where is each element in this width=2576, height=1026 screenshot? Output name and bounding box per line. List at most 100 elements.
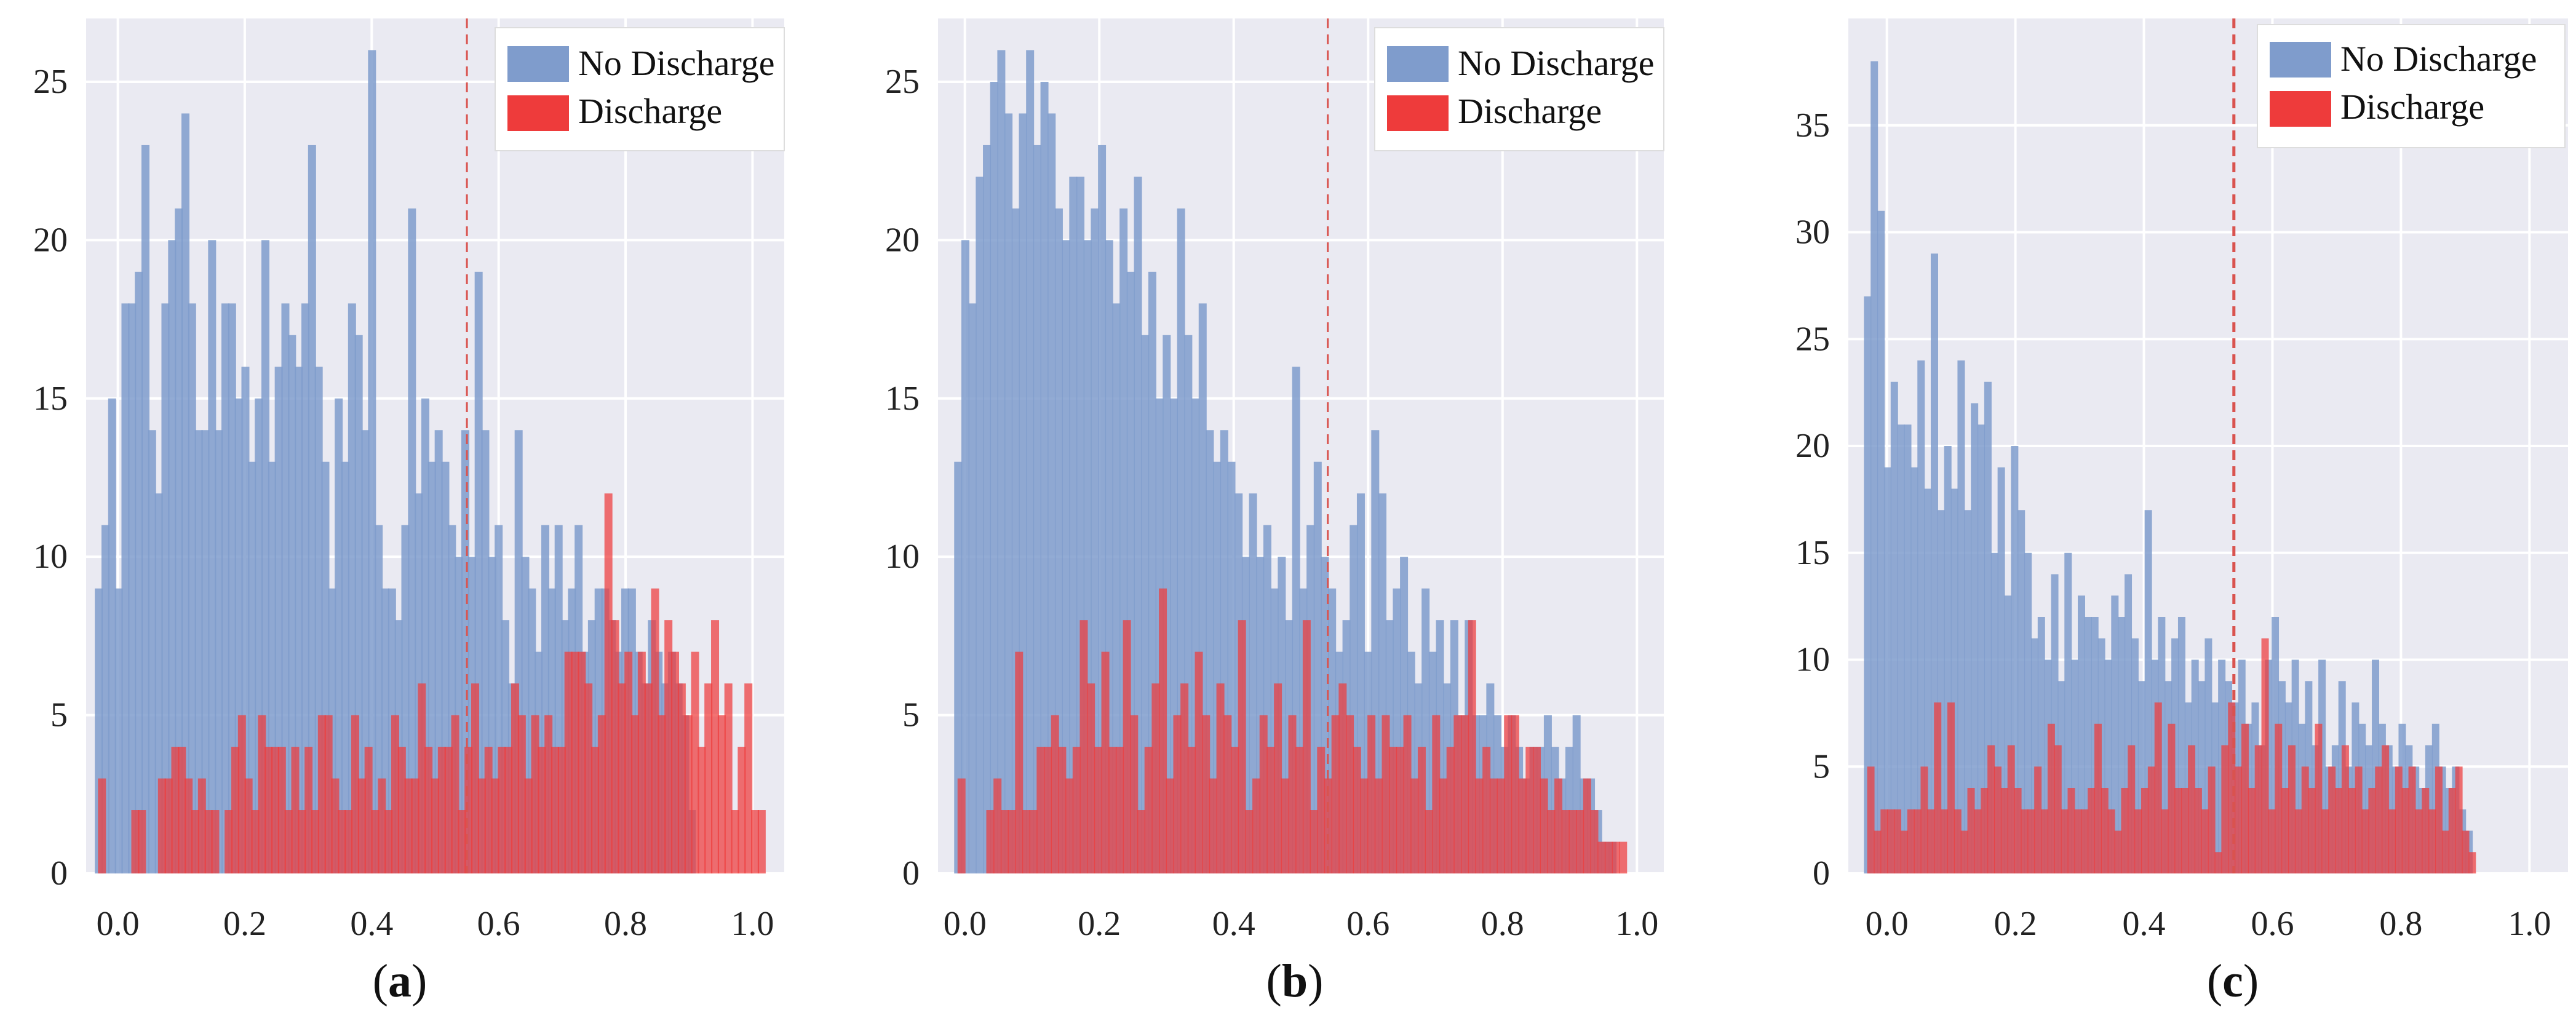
histogram-bar — [1461, 715, 1469, 873]
histogram-bar — [1069, 177, 1078, 873]
histogram-bar — [2368, 788, 2376, 873]
histogram-bar — [215, 430, 223, 873]
histogram-bar — [1058, 747, 1067, 873]
histogram-bar — [164, 778, 173, 873]
histogram-bar — [1894, 809, 1902, 873]
histogram-bar — [411, 778, 419, 873]
histogram-bar — [1403, 715, 1412, 873]
histogram-bar — [1900, 830, 1908, 873]
y-tick-label: 20 — [33, 221, 68, 259]
histogram-bar — [1353, 747, 1361, 873]
histogram-bar — [451, 715, 459, 873]
histogram-bar — [2348, 788, 2356, 873]
histogram-bar — [983, 145, 992, 874]
histogram-bar — [1338, 683, 1347, 873]
histogram-bar — [2067, 788, 2075, 873]
x-tick-label: 0.2 — [1994, 905, 2037, 943]
histogram-bar — [364, 747, 373, 873]
histogram-bar — [1072, 747, 1081, 873]
histogram-bar — [1547, 810, 1556, 873]
x-tick-label: 0.4 — [1212, 905, 1255, 943]
histogram-bar — [1216, 683, 1225, 873]
panel-b: 0 5 10 15 20 25 0.0 0.2 0.4 0.6 0.8 1.0 No Dischar… — [885, 18, 1664, 1007]
histogram-bar — [131, 810, 140, 873]
histogram-bar — [1590, 810, 1599, 873]
histogram-bar — [1864, 296, 1872, 873]
histogram-bar — [751, 810, 760, 873]
histogram-bar — [604, 493, 613, 873]
histogram-bar — [2147, 766, 2155, 873]
histogram-bar — [684, 715, 693, 873]
histogram-bar — [237, 715, 246, 873]
histogram-bar — [1144, 747, 1153, 873]
histogram-bar — [2301, 766, 2309, 873]
histogram-bar — [1033, 145, 1041, 874]
histogram-bar — [108, 398, 116, 873]
y-tick-labels-c: 0 5 10 15 20 25 30 35 — [1795, 106, 1830, 893]
histogram-bar — [98, 778, 106, 873]
histogram-bar — [458, 810, 466, 873]
x-tick-labels-a: 0.0 0.2 0.4 0.6 0.8 1.0 — [97, 905, 774, 943]
histogram-bar — [704, 683, 713, 873]
histogram-bar — [284, 810, 293, 873]
histogram-bar — [135, 271, 143, 874]
histogram-bar — [2422, 788, 2430, 873]
histogram-bar — [1511, 715, 1519, 873]
histogram-bar — [698, 747, 706, 873]
legend-swatch-discharge-a — [507, 95, 569, 131]
histogram-bar — [1062, 240, 1070, 873]
histogram-bar — [208, 240, 217, 873]
histogram-bar — [2308, 788, 2316, 873]
histogram-bar — [1223, 715, 1232, 873]
histogram-bar — [1108, 747, 1117, 873]
histogram-bar — [2275, 723, 2283, 873]
x-tick-label: 0.8 — [1481, 905, 1524, 943]
histogram-bar — [2000, 788, 2008, 873]
histogram-bar — [1123, 620, 1131, 873]
histogram-bar — [957, 778, 966, 873]
y-tick-label: 0 — [50, 854, 68, 893]
histogram-bar — [1051, 715, 1059, 873]
histogram-bar — [1978, 424, 1986, 873]
histogram-bar — [1964, 510, 1972, 873]
x-tick-label: 0.2 — [1078, 905, 1121, 943]
histogram-bar — [1604, 841, 1613, 873]
histogram-bar — [404, 778, 413, 873]
histogram-bar — [1432, 715, 1441, 873]
y-tick-label: 25 — [885, 63, 920, 101]
histogram-bar — [1974, 809, 1982, 873]
histogram-bar — [1446, 747, 1455, 873]
histogram-bar — [338, 810, 346, 873]
x-tick-label: 0.6 — [477, 905, 520, 943]
x-tick-labels-c: 0.0 0.2 0.4 0.6 0.8 1.0 — [1866, 905, 2551, 943]
histogram-bar — [2111, 595, 2119, 873]
histogram-bar — [444, 747, 453, 873]
histogram-bar — [248, 461, 256, 873]
histogram-bar — [1612, 841, 1620, 873]
histogram-bar — [1151, 683, 1160, 873]
histogram-bar — [121, 303, 130, 873]
histogram-bar — [2248, 788, 2256, 873]
histogram-bar — [271, 747, 279, 873]
histogram-bar — [968, 303, 977, 873]
histogram-bar — [2014, 788, 2022, 873]
histogram-bar — [1981, 788, 1989, 873]
histogram-bar — [175, 208, 183, 873]
histogram-bar — [2188, 745, 2196, 873]
histogram-bar — [2455, 766, 2463, 873]
histogram-bar — [2254, 745, 2262, 873]
histogram-bar — [993, 778, 1002, 873]
histogram-bar — [1004, 113, 1013, 873]
histogram-bar — [1266, 747, 1275, 873]
histogram-bar — [1079, 620, 1088, 873]
histogram-bar — [471, 683, 480, 873]
histogram-bar — [261, 240, 269, 873]
histogram-bar — [1029, 810, 1038, 873]
histogram-bar — [1954, 809, 1962, 873]
histogram-bar — [2114, 830, 2122, 873]
histogram-bar — [677, 683, 686, 873]
histogram-bar — [1482, 747, 1491, 873]
histogram-bar — [258, 715, 266, 873]
histogram-bar — [1947, 702, 1955, 873]
y-tick-label: 15 — [1795, 534, 1830, 572]
